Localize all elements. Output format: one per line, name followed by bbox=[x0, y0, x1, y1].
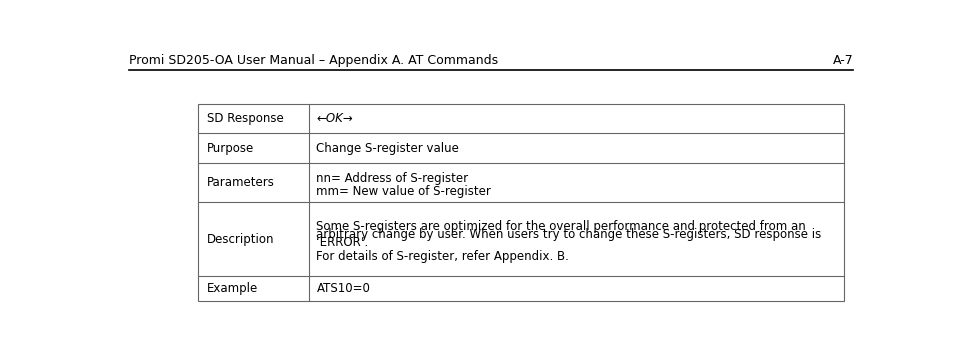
Text: nn= Address of S-register: nn= Address of S-register bbox=[316, 172, 468, 184]
Text: For details of S-register, refer Appendix. B.: For details of S-register, refer Appendi… bbox=[316, 250, 569, 263]
Text: Purpose: Purpose bbox=[207, 141, 254, 155]
Text: A-7: A-7 bbox=[833, 54, 854, 67]
Text: Promi SD205-OA User Manual – Appendix A. AT Commands: Promi SD205-OA User Manual – Appendix A.… bbox=[128, 54, 498, 67]
Text: ←OK→: ←OK→ bbox=[316, 112, 354, 125]
Text: ATS10=0: ATS10=0 bbox=[316, 282, 371, 295]
Text: Parameters: Parameters bbox=[207, 176, 275, 189]
Text: ‘ERROR’.: ‘ERROR’. bbox=[316, 236, 369, 249]
Text: Some S-registers are optimized for the overall performance and protected from an: Some S-registers are optimized for the o… bbox=[316, 220, 807, 233]
Text: Description: Description bbox=[207, 232, 274, 246]
Text: Example: Example bbox=[207, 282, 258, 295]
Text: SD Response: SD Response bbox=[207, 112, 284, 125]
Text: mm= New value of S-register: mm= New value of S-register bbox=[316, 186, 491, 198]
Text: arbitrary change by user. When users try to change these S-registers, SD respons: arbitrary change by user. When users try… bbox=[316, 228, 822, 241]
Text: Change S-register value: Change S-register value bbox=[316, 141, 460, 155]
Bar bbox=[197, 104, 844, 301]
